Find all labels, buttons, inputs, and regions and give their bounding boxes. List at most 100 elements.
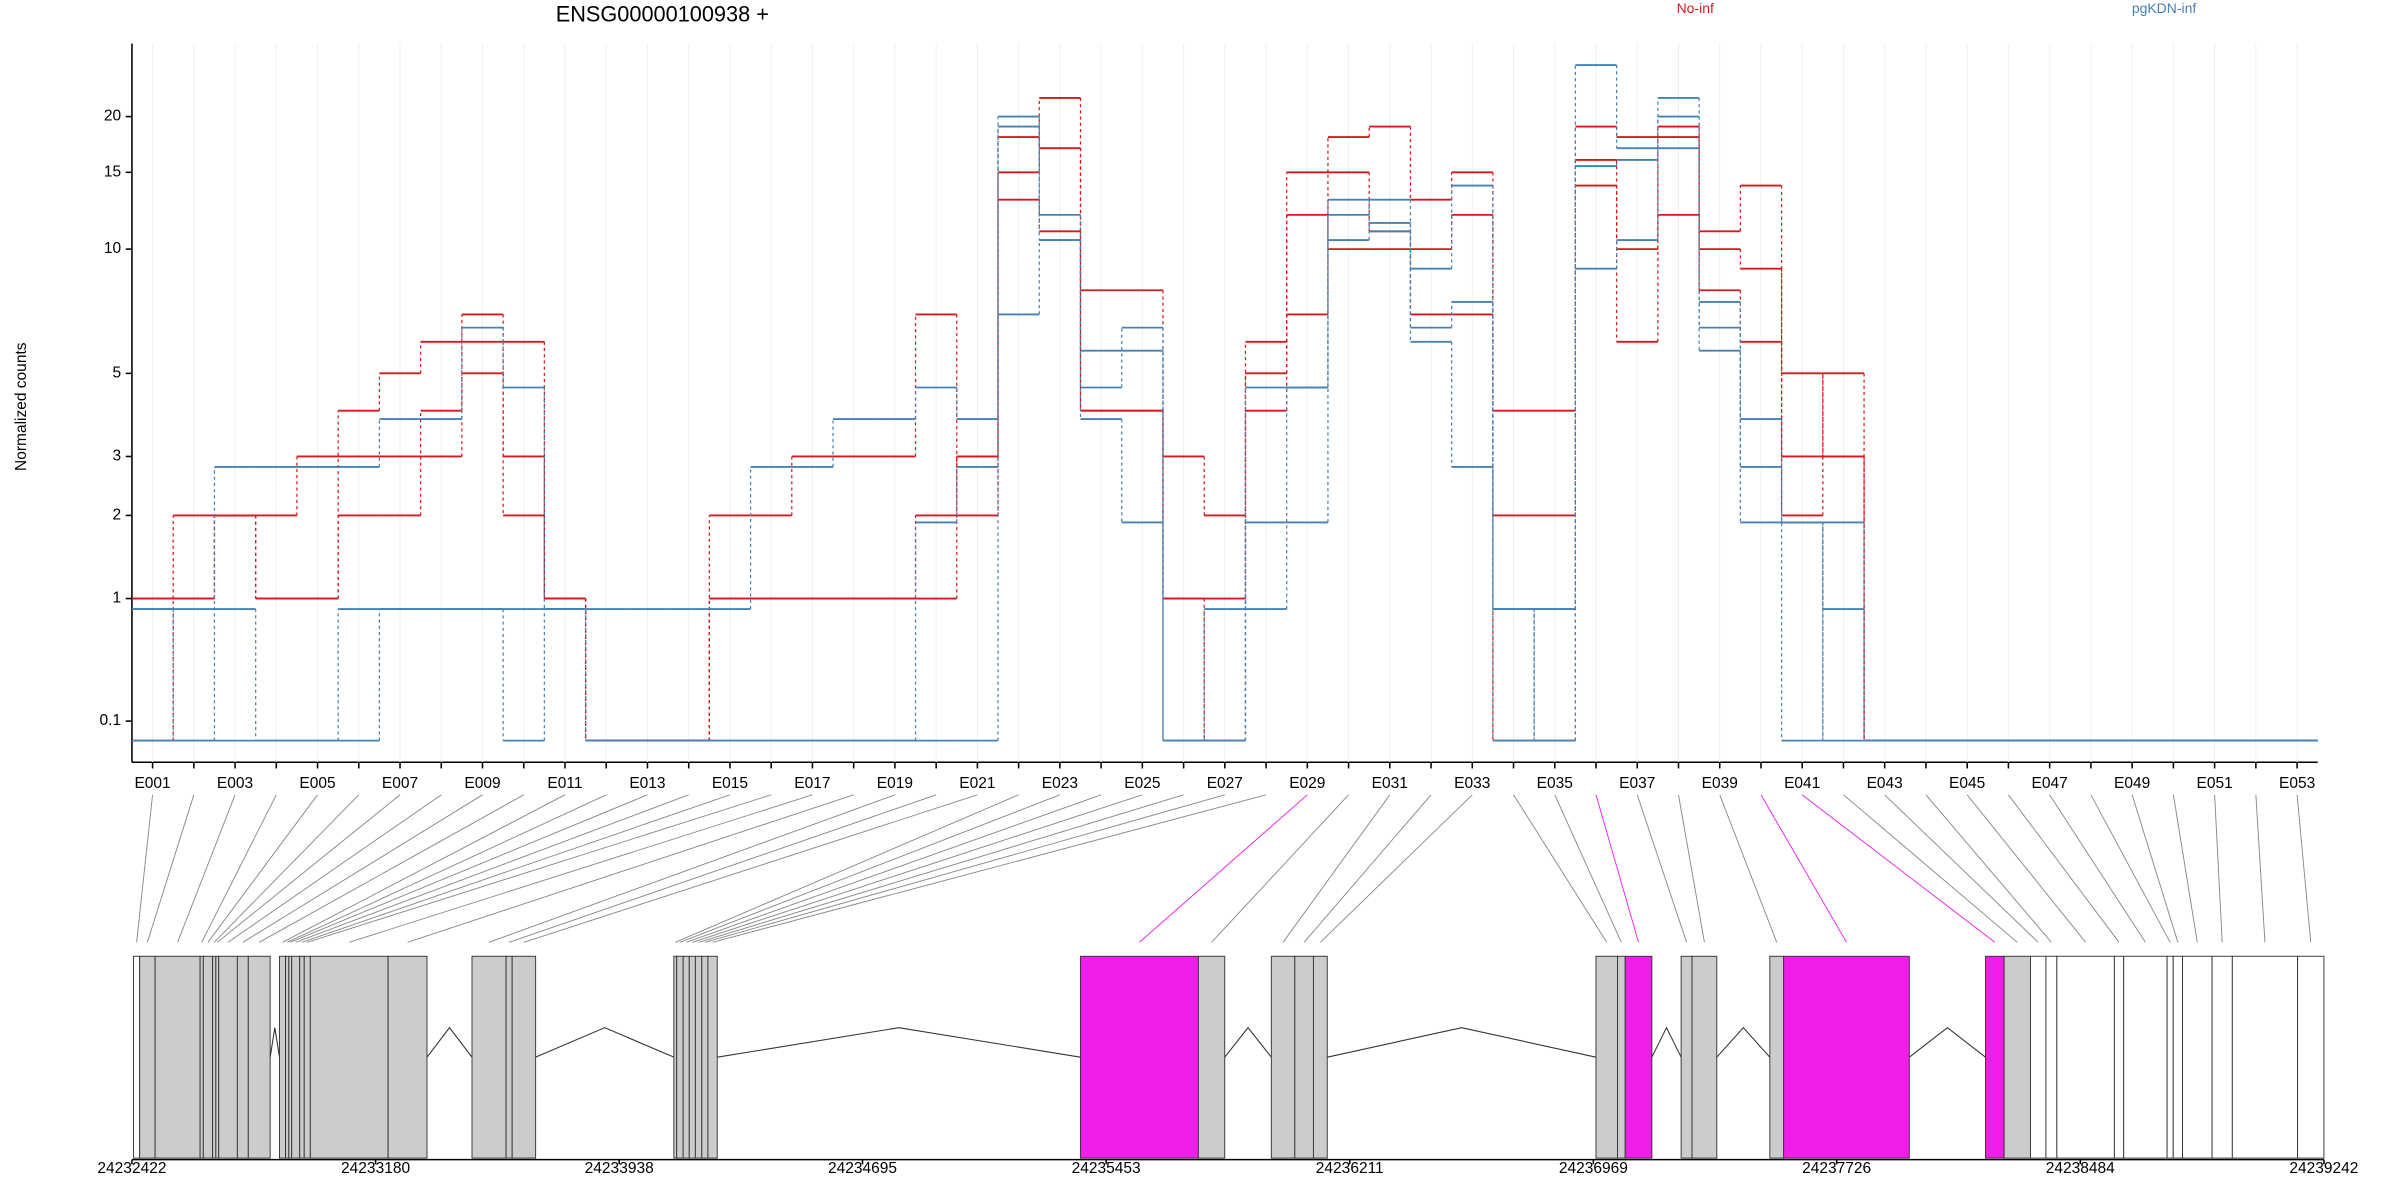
exon-link <box>259 794 524 943</box>
x-tick-label: E011 <box>547 775 582 792</box>
exon-link <box>1595 794 1639 943</box>
exon <box>1197 955 1226 1159</box>
exon-link <box>290 794 648 943</box>
intron <box>1651 1026 1682 1058</box>
exon <box>2113 955 2125 1159</box>
exon <box>1617 955 1626 1159</box>
x-tick-label: E001 <box>134 775 170 792</box>
x-tick-label: E027 <box>1207 775 1243 792</box>
exon-link <box>1760 794 1847 943</box>
exon <box>2056 955 2115 1159</box>
exon <box>505 955 513 1159</box>
exon <box>2030 955 2047 1159</box>
exon-link <box>1513 794 1608 943</box>
exon-link <box>712 794 1267 943</box>
exon-link <box>1139 794 1308 943</box>
exon-link <box>1636 794 1688 943</box>
exon <box>471 955 507 1159</box>
exon-link <box>213 794 360 943</box>
x-tick-label: E025 <box>1124 775 1160 792</box>
exon <box>285 955 290 1159</box>
exon <box>212 955 217 1159</box>
intron <box>426 1026 473 1058</box>
intron <box>269 1027 281 1058</box>
x-tick-label: E049 <box>2114 775 2150 792</box>
x-tick-label: E023 <box>1042 775 1078 792</box>
y-axis-label: Normalized counts <box>13 342 30 471</box>
legend-label: pgKDN-inf <box>2132 0 2197 16</box>
exon <box>387 955 428 1159</box>
exon <box>1783 955 1910 1159</box>
exon-link <box>282 794 566 943</box>
exon <box>1294 955 1314 1159</box>
exon-link <box>1801 794 1996 943</box>
exon-link <box>1554 794 1622 943</box>
exon <box>2003 955 2031 1159</box>
exon-link <box>227 794 442 943</box>
x-tick-label: E041 <box>1784 775 1820 792</box>
exon-link <box>1925 794 2052 943</box>
x-tick-label: E009 <box>464 775 500 792</box>
exon-link <box>698 794 1184 943</box>
exon-link <box>2131 794 2179 943</box>
exon <box>1624 955 1653 1159</box>
exon <box>218 955 238 1159</box>
x-tick-label: E053 <box>2279 775 2315 792</box>
y-tick-label: 5 <box>112 364 121 381</box>
x-tick-label: E037 <box>1619 775 1655 792</box>
exon <box>2182 955 2213 1159</box>
exon-link <box>2049 794 2146 943</box>
x-tick-label: E047 <box>2032 775 2068 792</box>
exon-link <box>1303 794 1432 943</box>
exon-link <box>675 794 1019 943</box>
exon <box>682 955 690 1159</box>
exon <box>154 955 201 1159</box>
exon-link <box>1966 794 2086 943</box>
exon-link <box>286 794 607 943</box>
exon-link <box>295 794 689 943</box>
exon <box>511 955 537 1159</box>
x-tick-label: E007 <box>382 775 418 792</box>
exon <box>236 955 249 1159</box>
exon <box>2211 955 2233 1159</box>
exon-link <box>301 794 731 943</box>
exon <box>309 955 389 1159</box>
x-tick-label: E019 <box>877 775 913 792</box>
x-tick-label: E035 <box>1537 775 1573 792</box>
exon <box>2166 955 2174 1159</box>
exon-link <box>488 794 896 943</box>
exon-link <box>2090 794 2171 943</box>
y-tick-label: 10 <box>104 240 122 257</box>
exon-link <box>508 794 937 943</box>
x-tick-label: E031 <box>1372 775 1408 792</box>
intron <box>535 1027 675 1058</box>
exon-link <box>2172 794 2198 943</box>
x-tick-label: E003 <box>217 775 253 792</box>
genomic-tick-label: 24232422 <box>97 1160 166 1177</box>
exon <box>1312 955 1328 1159</box>
exon-link <box>523 794 978 943</box>
exon-link <box>307 794 772 943</box>
x-tick-label: E015 <box>712 775 748 792</box>
exon <box>694 955 703 1159</box>
exon-link <box>1320 794 1473 943</box>
y-tick-label: 3 <box>112 448 121 465</box>
genomic-tick-label: 24238484 <box>2046 1160 2115 1177</box>
exon-link <box>686 794 1102 943</box>
x-tick-label: E045 <box>1949 775 1985 792</box>
exon-link <box>692 794 1143 943</box>
intron <box>1716 1026 1771 1058</box>
exon <box>202 955 214 1159</box>
genomic-tick-label: 24234695 <box>828 1160 897 1177</box>
exon <box>1985 955 2005 1159</box>
y-tick-label: 1 <box>112 590 121 607</box>
x-tick-label: E051 <box>2196 775 2232 792</box>
x-tick-label: E017 <box>794 775 830 792</box>
exon <box>291 955 301 1159</box>
exon-link <box>2255 794 2266 943</box>
exon <box>2231 955 2299 1159</box>
exon <box>299 955 305 1159</box>
exon <box>701 955 709 1159</box>
